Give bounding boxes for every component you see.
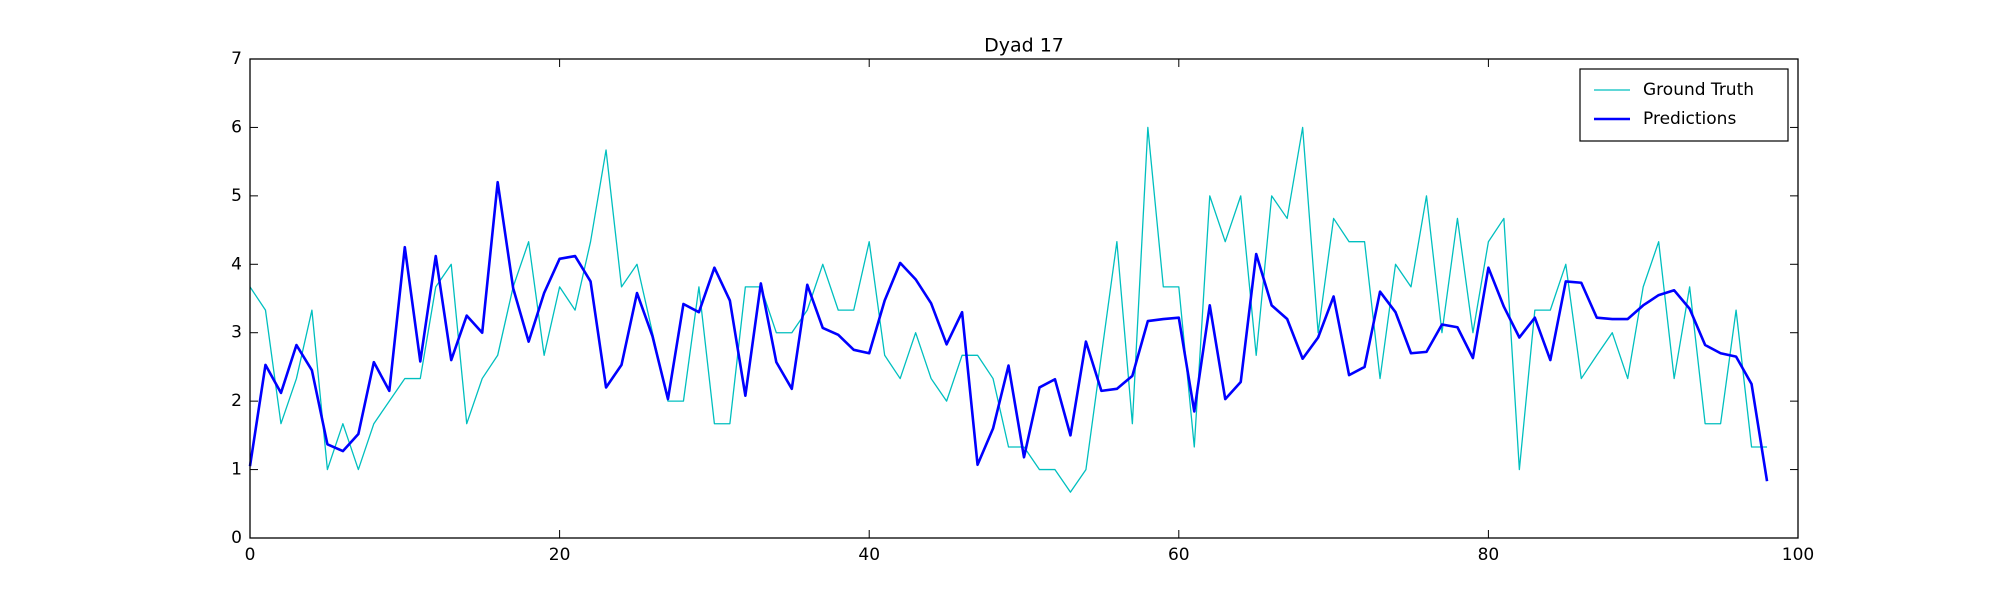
legend-label: Ground Truth: [1643, 80, 1754, 100]
legend: Ground Truth Predictions: [1579, 68, 1789, 142]
data-line: [249, 126, 1768, 493]
y-tick-label: 2: [231, 391, 242, 411]
x-tick-label: 100: [1782, 545, 1814, 565]
x-tick-label: 60: [1168, 545, 1190, 565]
y-tick-label: 3: [231, 323, 242, 343]
plot-frame: [249, 58, 1799, 539]
x-tick-label: 40: [858, 545, 880, 565]
x-tick-label: 80: [1478, 545, 1500, 565]
chart-title: Dyad 17: [984, 35, 1064, 57]
x-tick-label: 0: [245, 545, 256, 565]
y-tick-label: 5: [231, 186, 242, 206]
y-tick-label: 7: [231, 49, 242, 69]
y-tick-label: 6: [231, 117, 242, 137]
legend-label: Predictions: [1643, 109, 1736, 129]
legend-frame: [1579, 68, 1789, 142]
y-tick-label: 4: [231, 254, 242, 274]
x-tick-label: 20: [549, 545, 571, 565]
y-tick-label: 0: [231, 528, 242, 548]
y-tick-label: 1: [231, 460, 242, 480]
data-line: [248, 180, 1769, 482]
